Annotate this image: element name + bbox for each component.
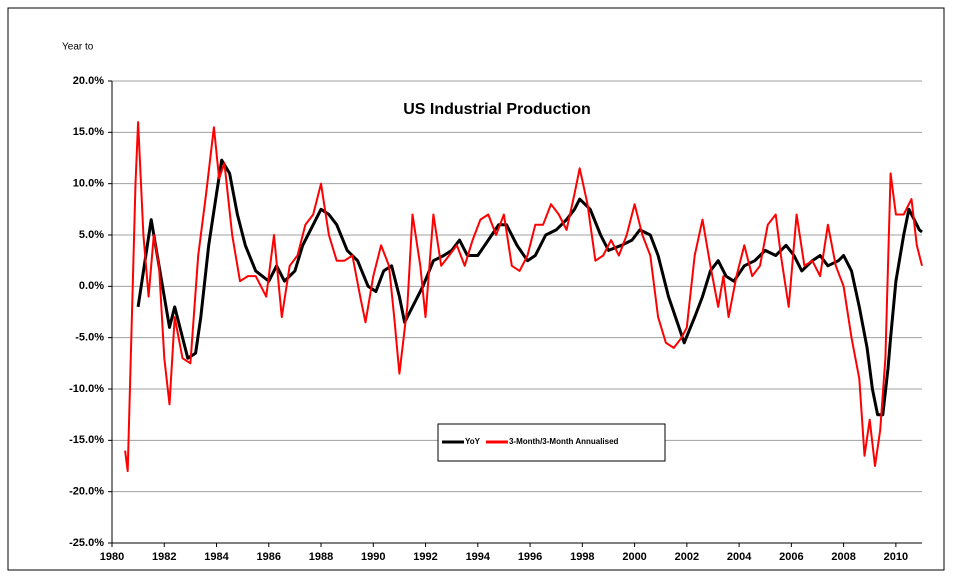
legend-label: 3-Month/3-Month Annualised — [509, 437, 619, 446]
y-tick-label: -20.0% — [69, 486, 104, 498]
legend-frame — [437, 423, 666, 462]
x-tick-label: 1994 — [466, 551, 491, 563]
y-tick-label: -10.0% — [69, 383, 104, 395]
x-tick-label: 1992 — [413, 551, 437, 563]
x-tick-label: 1996 — [518, 551, 542, 563]
y-tick-label: 10.0% — [73, 178, 104, 190]
y-tick-label: -25.0% — [69, 537, 104, 549]
series-line — [124, 121, 923, 473]
x-tick-label: 2006 — [779, 551, 803, 563]
chart-title: US Industrial Production — [403, 101, 591, 118]
y-axis-label: Year to — [62, 42, 94, 53]
y-tick-label: 0.0% — [79, 280, 104, 292]
x-tick-label: 2002 — [675, 551, 699, 563]
x-tick-label: 1984 — [204, 551, 229, 563]
y-tick-label: -5.0% — [75, 332, 104, 344]
y-tick-label: 15.0% — [73, 126, 104, 138]
x-tick-label: 2008 — [831, 551, 855, 563]
legend: YoY 3-Month/3-Month Annualised — [437, 423, 666, 462]
x-tick-label: 2010 — [884, 551, 908, 563]
x-tick-label: 2004 — [727, 551, 752, 563]
y-tick-label: -15.0% — [69, 434, 104, 446]
x-tick-label: 2000 — [622, 551, 646, 563]
y-tick-label: 5.0% — [79, 229, 104, 241]
x-tick-label: 1990 — [361, 551, 385, 563]
x-tick-label: 1980 — [100, 551, 124, 563]
x-tick-label: 1982 — [152, 551, 176, 563]
x-tick-label: 1998 — [570, 551, 594, 563]
x-tick-label: 1988 — [309, 551, 333, 563]
legend-label: YoY — [465, 437, 481, 446]
x-tick-label: 1986 — [257, 551, 281, 563]
y-tick-label: 20.0% — [73, 75, 104, 87]
